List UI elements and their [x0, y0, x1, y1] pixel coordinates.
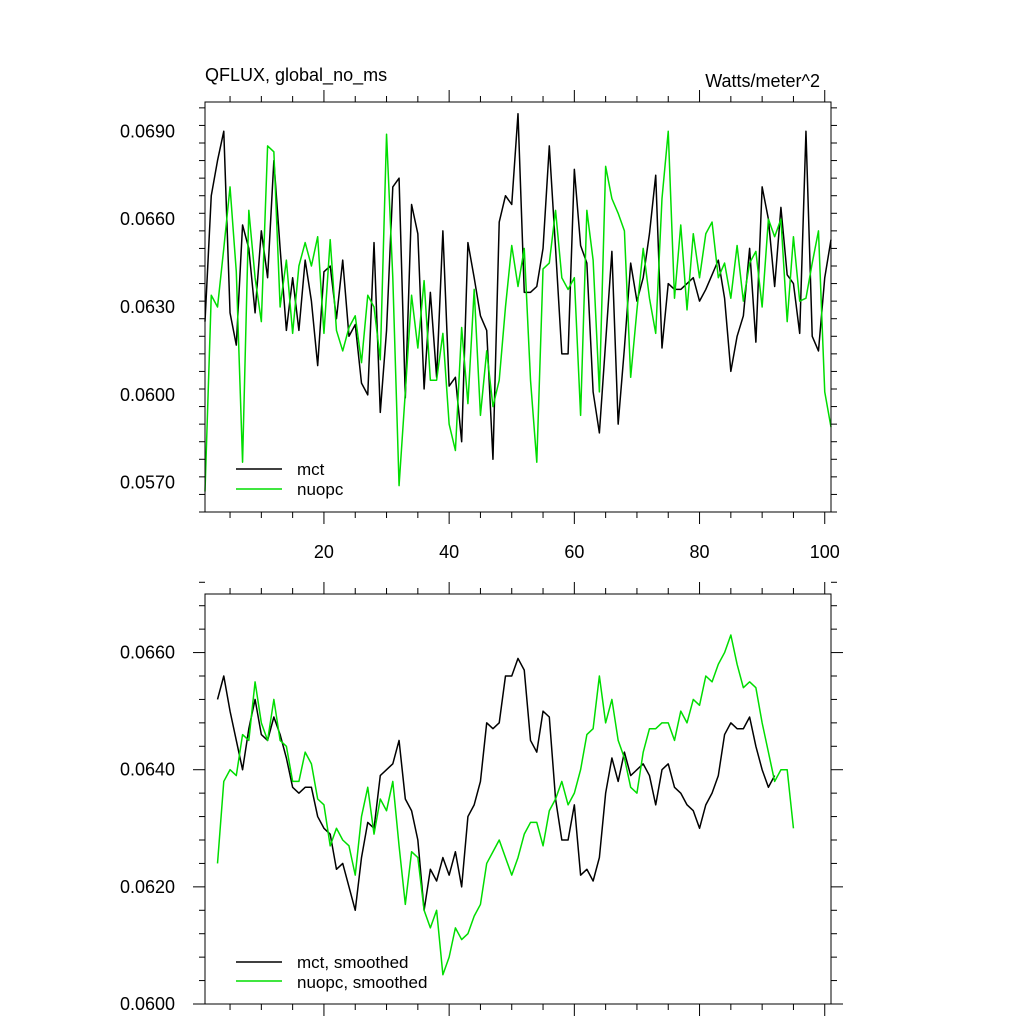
- series-line-mct-smoothed: [216, 657, 776, 912]
- bottom-series: [216, 634, 795, 976]
- bottom-plot-frame: [204, 593, 832, 1005]
- top-legend: mct nuopc: [236, 460, 344, 499]
- series-line-mct: [204, 112, 832, 461]
- x-tick-label: 100: [810, 542, 840, 562]
- top-axes: 20 40 60 80 100 0.0570 0.0600 0.0630 0.0660 0.069…: [120, 90, 840, 562]
- x-tick-label: 60: [564, 542, 584, 562]
- y-tick-label: 0.0640: [120, 760, 175, 780]
- bottom-panel: 0.0600 0.0620 0.0640 0.0660 mct, smoothed n…: [120, 581, 843, 1016]
- legend-label-nuopc-smoothed: nuopc, smoothed: [297, 973, 427, 992]
- y-tick-label: 0.0660: [120, 643, 175, 663]
- y-tick-label: 0.0570: [120, 473, 175, 493]
- y-tick-label: 0.0630: [120, 297, 175, 317]
- y-tick-label: 0.0600: [120, 994, 175, 1014]
- series-line-nuopc-smoothed: [216, 634, 795, 976]
- y-tick-label: 0.0620: [120, 877, 175, 897]
- bottom-axes: 0.0600 0.0620 0.0640 0.0660: [120, 581, 843, 1016]
- chart-title: QFLUX, global_no_ms: [205, 65, 387, 86]
- bottom-legend: mct, smoothed nuopc, smoothed: [236, 953, 427, 992]
- y-tick-label: 0.0690: [120, 121, 175, 141]
- top-panel: QFLUX, global_no_ms Watts/meter^2 20 40 60…: [120, 65, 840, 562]
- top-plot-frame: [204, 101, 832, 513]
- legend-label-mct: mct: [297, 460, 325, 479]
- units-label: Watts/meter^2: [705, 71, 820, 91]
- series-line-nuopc: [204, 130, 832, 492]
- x-tick-label: 80: [690, 542, 710, 562]
- x-tick-label: 20: [314, 542, 334, 562]
- top-series: [204, 112, 832, 492]
- y-tick-label: 0.0600: [120, 385, 175, 405]
- x-tick-label: 40: [439, 542, 459, 562]
- legend-label-mct-smoothed: mct, smoothed: [297, 953, 409, 972]
- y-tick-label: 0.0660: [120, 209, 175, 229]
- legend-label-nuopc: nuopc: [297, 480, 344, 499]
